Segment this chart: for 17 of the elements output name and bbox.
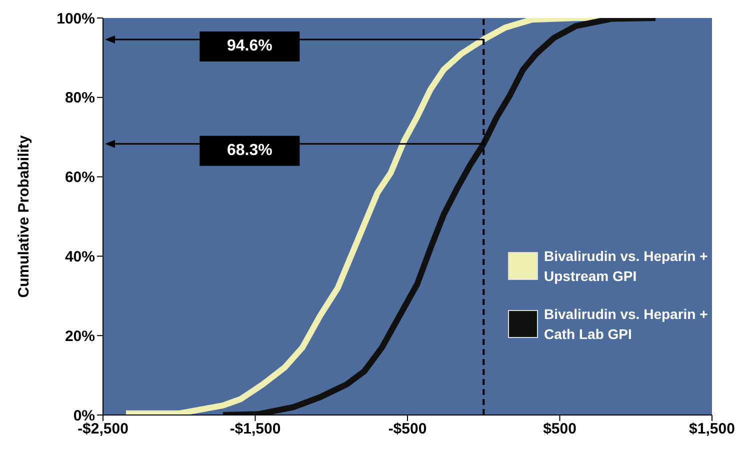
x-tick-label: -$1,500 <box>230 420 281 438</box>
x-tick-label: -$2,500 <box>78 420 128 438</box>
x-tick-label: -$500 <box>388 420 427 438</box>
y-axis-title: Cumulative Probability <box>15 134 32 298</box>
y-tick-label: 80% <box>64 90 95 107</box>
legend-label: Bivalirudin vs. Heparin + Cath Lab GPI <box>544 305 709 344</box>
y-tick-label: 100% <box>56 10 95 28</box>
y-tick-label: 20% <box>64 328 95 345</box>
x-tick-label: $500 <box>543 420 576 438</box>
legend-label: Bivalirudin vs. Heparin + Upstream GPI <box>544 247 709 286</box>
y-tick-label: 60% <box>64 169 95 186</box>
ref-line-label: 94.6% <box>226 38 272 55</box>
label-box: 94.6% <box>200 31 300 62</box>
label-box: 68.3% <box>200 136 300 166</box>
y-tick-label: 40% <box>64 248 95 266</box>
x-tick-label: $1,500 <box>689 420 735 438</box>
ref-line-label: 68.3% <box>226 142 272 160</box>
